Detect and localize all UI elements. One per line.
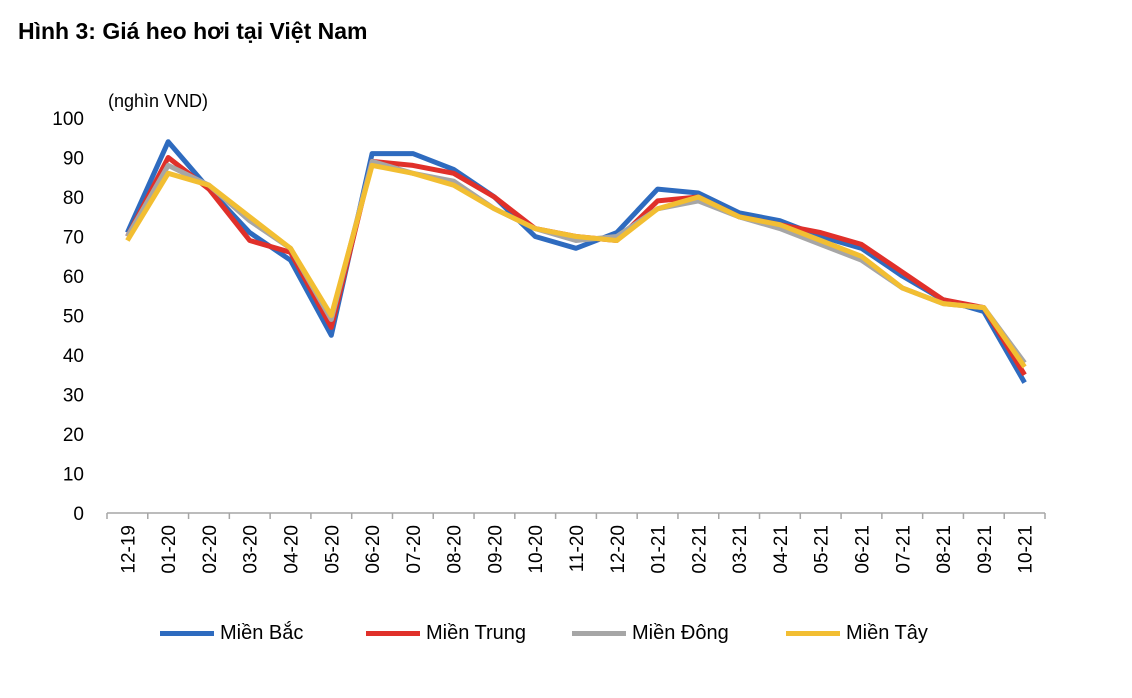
legend-swatch bbox=[572, 630, 626, 636]
x-tick-label: 09-20 bbox=[485, 525, 506, 574]
x-tick-label: 10-20 bbox=[526, 525, 547, 574]
x-tick-label: 04-21 bbox=[771, 525, 792, 574]
x-tick-label: 06-20 bbox=[363, 525, 384, 574]
y-tick-label: 50 bbox=[63, 307, 84, 328]
legend-label: Miền Trung bbox=[426, 621, 527, 644]
y-tick-label: 60 bbox=[63, 267, 84, 288]
x-tick-label: 05-21 bbox=[812, 525, 833, 574]
x-tick-label: 10-21 bbox=[1016, 525, 1037, 574]
legend-item: Miền Bắc bbox=[160, 618, 303, 648]
x-tick-label: 02-20 bbox=[200, 525, 221, 574]
x-tick-label: 03-21 bbox=[730, 525, 751, 574]
y-tick-label: 0 bbox=[73, 504, 84, 525]
x-tick-label: 06-21 bbox=[852, 525, 873, 574]
legend-item: Miền Tây bbox=[786, 618, 928, 648]
x-tick-label: 05-20 bbox=[322, 525, 343, 574]
chart-legend: Miền Bắc Miền Trung Miền Đông Miền Tây bbox=[0, 618, 1132, 648]
series-line-mien-bac bbox=[125, 139, 1027, 384]
legend-item: Miền Trung bbox=[366, 618, 526, 648]
y-tick-label: 20 bbox=[63, 425, 84, 446]
series-line-mien-tay bbox=[125, 162, 1027, 369]
y-tick-label: 30 bbox=[63, 386, 84, 407]
chart-axes: 0 10 20 30 40 50 60 70 80 90 100 12-19 01-20 02-20 03-… bbox=[52, 109, 1046, 574]
y-tick-label: 40 bbox=[63, 346, 84, 367]
y-axis-unit-label: (nghìn VND) bbox=[108, 91, 208, 111]
x-tick-label: 07-20 bbox=[404, 525, 425, 574]
legend-label: Miền Đông bbox=[632, 621, 729, 644]
legend-swatch bbox=[160, 630, 214, 636]
legend-label: Miền Bắc bbox=[220, 621, 304, 644]
y-tick-label: 80 bbox=[63, 188, 84, 209]
x-tick-label: 07-21 bbox=[893, 525, 914, 574]
chart-lines bbox=[125, 139, 1027, 384]
y-tick-label: 70 bbox=[63, 228, 84, 249]
y-tick-label: 10 bbox=[63, 465, 84, 486]
x-tick-label: 01-21 bbox=[649, 525, 670, 574]
figure-title: Hình 3: Giá heo hơi tại Việt Nam bbox=[18, 18, 368, 44]
legend-swatch bbox=[786, 630, 840, 636]
x-tick-label: 04-20 bbox=[282, 525, 303, 574]
series-line-mien-trung bbox=[125, 155, 1027, 377]
legend-swatch bbox=[366, 630, 420, 636]
x-tick-label: 11-20 bbox=[567, 525, 588, 572]
y-tick-label: 90 bbox=[63, 149, 84, 170]
x-tick-label: 02-21 bbox=[689, 525, 710, 574]
legend-label: Miền Tây bbox=[846, 621, 928, 644]
x-tick-label: 08-20 bbox=[445, 525, 466, 574]
x-tick-label: 12-20 bbox=[608, 525, 629, 574]
x-tick-label: 03-20 bbox=[241, 525, 262, 574]
x-tick-label: 01-20 bbox=[159, 525, 180, 574]
legend-item: Miền Đông bbox=[572, 618, 729, 648]
x-tick-label: 09-21 bbox=[975, 525, 996, 574]
x-tick-label: 08-21 bbox=[934, 525, 955, 574]
y-tick-label: 100 bbox=[52, 109, 84, 130]
x-tick-label: 12-19 bbox=[118, 525, 139, 574]
